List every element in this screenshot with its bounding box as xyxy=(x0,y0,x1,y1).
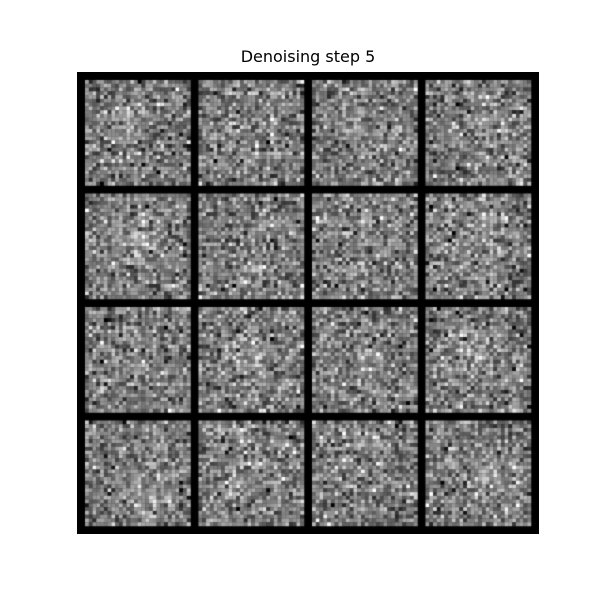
figure-title: Denoising step 5 xyxy=(240,47,376,66)
noise-sample-grid-image xyxy=(77,72,539,534)
sample-grid xyxy=(77,72,539,534)
